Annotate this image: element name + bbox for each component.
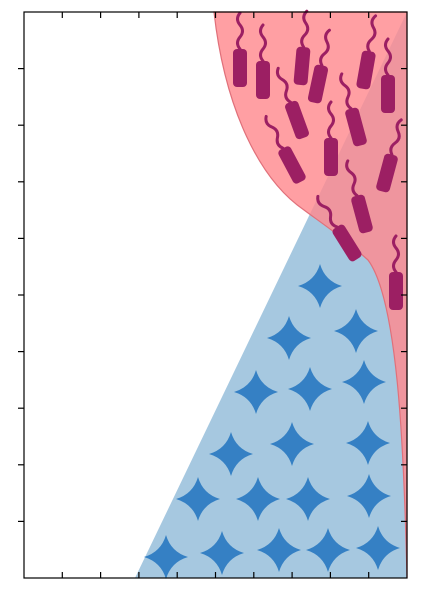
flagellated-rod-icon — [293, 9, 311, 86]
star-markers — [144, 264, 400, 579]
four-point-star-icon — [176, 477, 220, 521]
four-point-star-icon — [257, 528, 301, 572]
four-point-star-icon — [298, 264, 342, 308]
flagellated-rod-icon — [345, 159, 373, 234]
flagellated-rod-icon — [275, 66, 309, 140]
flagellated-rod-icon — [233, 11, 247, 87]
flagellated-rod-icon — [339, 72, 367, 147]
axes — [18, 11, 408, 579]
flagellated-rod-icon — [307, 28, 331, 104]
four-point-star-icon — [306, 528, 350, 572]
four-point-star-icon — [144, 535, 188, 579]
four-point-star-icon — [288, 367, 332, 411]
four-point-star-icon — [286, 477, 330, 521]
flagellated-rod-icon — [256, 23, 270, 99]
flagellated-rod-icon — [264, 114, 306, 184]
four-point-star-icon — [334, 309, 378, 353]
tick-marks — [18, 12, 407, 578]
rod-markers — [233, 9, 403, 310]
four-point-star-icon — [234, 370, 278, 414]
flagellated-rod-icon — [389, 234, 403, 310]
four-point-star-icon — [342, 360, 386, 404]
four-point-star-icon — [356, 526, 400, 570]
flagellated-rod-icon — [324, 100, 338, 176]
flagellated-rod-icon — [316, 194, 362, 262]
flagellated-rod-icon — [356, 14, 378, 90]
four-point-star-icon — [270, 422, 314, 466]
four-point-star-icon — [200, 531, 244, 575]
four-point-star-icon — [267, 316, 311, 360]
four-point-star-icon — [347, 474, 391, 518]
four-point-star-icon — [346, 421, 390, 465]
flagellated-rod-icon — [381, 37, 395, 113]
flagellated-rod-icon — [376, 118, 403, 193]
four-point-star-icon — [209, 432, 253, 476]
four-point-star-icon — [236, 477, 280, 521]
